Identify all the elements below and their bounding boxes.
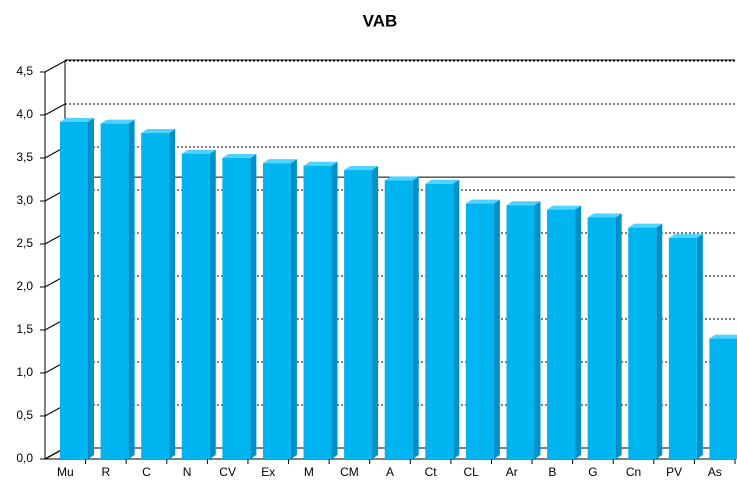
bar bbox=[709, 338, 737, 459]
x-tick-label: R bbox=[102, 465, 111, 479]
bar bbox=[668, 237, 697, 459]
bar-top bbox=[587, 213, 622, 218]
bar bbox=[344, 170, 373, 460]
bar-top bbox=[547, 205, 582, 210]
tick-diag bbox=[44, 103, 66, 116]
x-tick-label: C bbox=[142, 465, 151, 479]
bar bbox=[60, 121, 88, 459]
tick-diag bbox=[44, 60, 66, 73]
y-tick-label: 2,0 bbox=[16, 279, 33, 293]
bar-side bbox=[290, 159, 297, 459]
x-tick-label: CL bbox=[464, 465, 480, 479]
bar-side bbox=[372, 166, 379, 460]
x-tick-label: G bbox=[588, 465, 597, 479]
bar-top bbox=[709, 334, 737, 339]
bar bbox=[425, 183, 454, 460]
bar-side bbox=[615, 213, 622, 459]
x-tick-label: PV bbox=[666, 465, 682, 479]
bar-top bbox=[181, 149, 216, 154]
bar-side bbox=[331, 161, 338, 460]
y-tick-label: 1,0 bbox=[16, 365, 33, 379]
bar bbox=[222, 158, 251, 459]
bar-side bbox=[453, 179, 460, 460]
bar bbox=[547, 209, 576, 459]
y-tick-label: 0,0 bbox=[16, 451, 33, 465]
bar-top bbox=[425, 179, 460, 184]
x-tick-label: A bbox=[386, 465, 394, 479]
bar-top bbox=[628, 223, 663, 228]
x-tick-label: Ar bbox=[506, 465, 518, 479]
bar-top bbox=[141, 129, 176, 134]
y-tick-label: 3,5 bbox=[16, 150, 33, 164]
bar bbox=[100, 123, 129, 459]
bar-side bbox=[575, 205, 582, 459]
x-tick-label: Ex bbox=[261, 465, 275, 479]
bar-top bbox=[465, 199, 500, 204]
bar-side bbox=[656, 223, 663, 459]
bar-side bbox=[128, 119, 135, 459]
x-tick-label: Mu bbox=[57, 465, 74, 479]
x-tick-label: CV bbox=[219, 465, 236, 479]
bar-side bbox=[209, 149, 216, 459]
bar-top bbox=[60, 117, 94, 122]
y-tick-label: 4,0 bbox=[16, 107, 33, 121]
bar-side bbox=[250, 154, 257, 459]
x-tick-label: Ct bbox=[425, 465, 438, 479]
bar-side bbox=[493, 199, 500, 459]
y-tick-label: 2,5 bbox=[16, 236, 33, 250]
bar-side bbox=[88, 117, 94, 459]
bar-side bbox=[696, 233, 703, 459]
bar bbox=[303, 165, 332, 460]
bar-top bbox=[100, 119, 135, 124]
bar-top bbox=[303, 161, 338, 166]
bar bbox=[181, 153, 210, 459]
bar bbox=[628, 227, 657, 459]
x-tick-label: N bbox=[183, 465, 192, 479]
x-tick-label: Cn bbox=[626, 465, 641, 479]
bar-top bbox=[222, 154, 257, 158]
bar-top bbox=[384, 176, 419, 181]
x-tick-label: CM bbox=[340, 465, 359, 479]
bar-top bbox=[344, 166, 379, 171]
y-tick-label: 4,5 bbox=[16, 64, 33, 78]
bar-top bbox=[262, 159, 297, 164]
y-tick-label: 3,0 bbox=[16, 193, 33, 207]
y-tick-label: 0,5 bbox=[16, 408, 33, 422]
bar bbox=[384, 180, 413, 460]
bar bbox=[465, 203, 494, 459]
bar-side bbox=[412, 176, 419, 460]
bar-top bbox=[668, 233, 703, 238]
bar-side bbox=[534, 201, 541, 460]
x-tick-label: B bbox=[548, 465, 556, 479]
bar bbox=[141, 133, 170, 459]
bar bbox=[506, 205, 535, 459]
y-tick-label: 1,5 bbox=[16, 322, 33, 336]
x-tick-label: As bbox=[708, 465, 722, 479]
bar-top bbox=[506, 201, 541, 206]
bar bbox=[262, 163, 291, 459]
chart-title: VAB bbox=[363, 11, 398, 30]
bar-side bbox=[169, 129, 176, 459]
x-tick-label: M bbox=[304, 465, 314, 479]
bar bbox=[587, 217, 616, 459]
